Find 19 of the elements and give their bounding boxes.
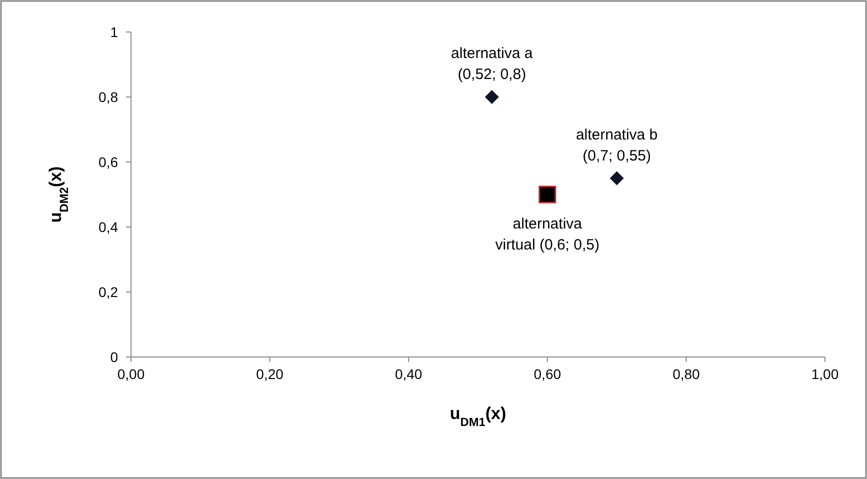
x-tick-label: 0,20 bbox=[256, 366, 284, 382]
y-tick-label: 0,2 bbox=[98, 284, 118, 300]
annotation: alternativa virtual (0,6; 0,5) bbox=[495, 216, 600, 254]
x-tick-label: 0,80 bbox=[672, 366, 700, 382]
y-tick-label: 0,4 bbox=[98, 219, 118, 235]
x-tick-label: 1,00 bbox=[811, 366, 839, 382]
x-tick-label: 0,60 bbox=[534, 366, 562, 382]
point bbox=[538, 186, 556, 204]
y-tick-label: 0 bbox=[110, 349, 118, 365]
annotation: alternativa a (0,52; 0,8) bbox=[451, 45, 534, 83]
x-axis-title: u$_{DM1}$(x) bbox=[450, 404, 506, 429]
point bbox=[610, 171, 624, 186]
point bbox=[484, 90, 499, 104]
y-tick-label: 0,6 bbox=[98, 154, 118, 170]
y-tick-label: 0,8 bbox=[98, 89, 118, 105]
y-tick-label: 1 bbox=[110, 24, 118, 40]
x-tick-label: 0,40 bbox=[394, 366, 422, 382]
annotation: alternativa b (0,7; 0,55) bbox=[576, 126, 658, 164]
x-tick-label: 0,00 bbox=[117, 366, 145, 382]
